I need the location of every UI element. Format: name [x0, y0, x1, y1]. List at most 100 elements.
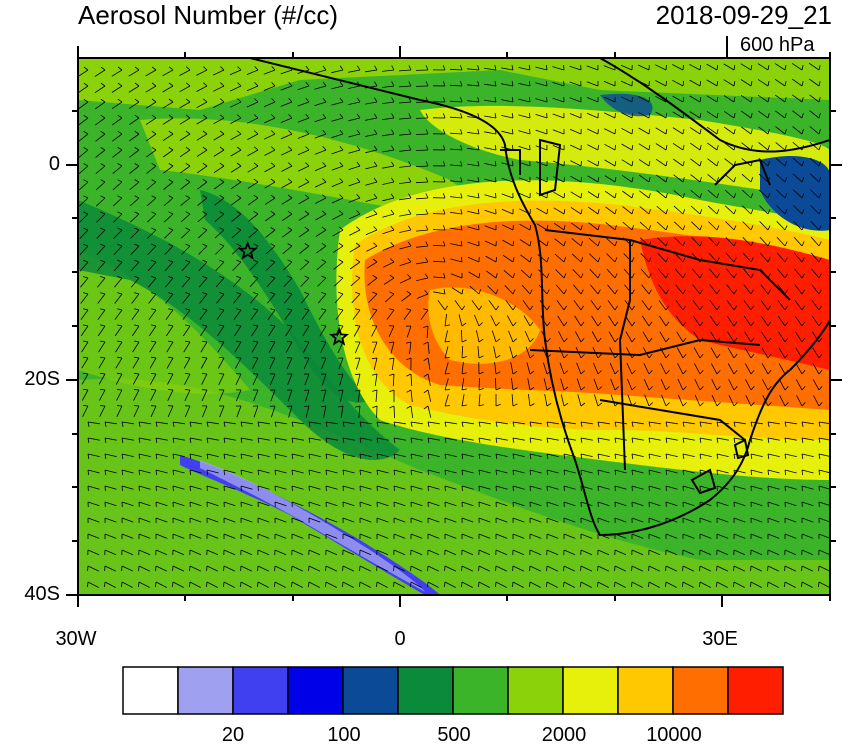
wind-barb-flag — [733, 369, 738, 375]
wind-barb-flag — [546, 354, 551, 359]
wind-barb-flag — [373, 177, 378, 183]
wind-barb — [728, 394, 735, 407]
wind-barb-flag — [699, 241, 703, 247]
wind-barb-flag — [665, 402, 670, 407]
wind-barb-flag — [648, 225, 652, 231]
wind-barb-flag — [237, 98, 242, 103]
wind-barb — [308, 517, 321, 523]
wind-barb — [501, 115, 514, 119]
wind-barb-flag — [223, 469, 225, 476]
wind-barb — [215, 245, 225, 255]
wind-barb-flag — [512, 453, 515, 459]
wind-barb-flag — [682, 177, 685, 183]
wind-barb-flag — [767, 113, 770, 119]
wind-barb-flag — [100, 147, 106, 151]
wind-barb — [775, 142, 786, 151]
level-tick — [726, 36, 728, 58]
wind-barb — [750, 437, 763, 441]
wind-barb-flag — [206, 421, 209, 427]
lon-label-0: 0 — [394, 628, 406, 650]
wind-barb-flag — [784, 145, 787, 151]
wind-barb — [665, 421, 678, 425]
wind-barb — [461, 362, 464, 375]
lat-label-0: 0 — [48, 153, 60, 175]
wind-barb-flag — [495, 354, 501, 359]
wind-barb-flag — [338, 275, 344, 279]
wind-barb — [96, 245, 106, 256]
wind-barb-flag — [477, 193, 480, 199]
wind-barb — [335, 309, 344, 320]
wind-barb-flag — [355, 275, 361, 279]
wind-barb — [467, 195, 480, 199]
wind-barb — [638, 159, 650, 167]
wind-barb — [264, 165, 276, 173]
wind-barb-flag — [100, 131, 106, 135]
wind-barb — [308, 565, 320, 572]
wind-barb — [231, 229, 242, 239]
wind-barb-flag — [271, 130, 276, 135]
wind-barb-flag — [801, 321, 806, 327]
wind-barb — [699, 581, 711, 588]
wind-barb-flag — [733, 81, 736, 87]
wind-barb — [557, 315, 565, 327]
wind-barb — [484, 115, 497, 119]
wind-barb-flag — [580, 289, 584, 295]
wind-barb — [449, 116, 463, 119]
wind-barb-flag — [201, 356, 208, 359]
wind-barb — [325, 581, 337, 588]
wind-barb — [818, 501, 830, 506]
station-star — [329, 326, 350, 346]
wind-barb — [570, 160, 582, 167]
wind-barb-flag — [801, 437, 804, 443]
wind-barb — [217, 325, 225, 337]
wind-barb — [114, 293, 123, 304]
wind-barb-flag — [665, 386, 670, 391]
wind-barb — [274, 469, 287, 474]
wind-barb — [223, 485, 236, 490]
wind-barb — [247, 197, 259, 206]
wind-barb — [744, 331, 752, 343]
wind-barb — [146, 197, 157, 207]
wind-barb-flag — [494, 113, 497, 119]
wind-barb — [181, 229, 191, 239]
wind-barb — [166, 357, 174, 369]
wind-barb — [639, 190, 650, 199]
wind-barb — [274, 453, 287, 457]
wind-barb — [300, 293, 310, 304]
wind-barb-flag — [134, 98, 140, 103]
wind-barb-flag — [818, 161, 822, 167]
wind-barb-flag — [374, 81, 378, 87]
wind-barb-flag — [252, 357, 259, 359]
wind-barb — [656, 190, 667, 199]
wind-barb-flag — [321, 291, 327, 295]
wind-barb — [665, 469, 678, 474]
wind-barb — [114, 309, 123, 320]
wind-barb-flag — [597, 354, 602, 359]
wind-barb-flag — [121, 469, 123, 476]
wind-barb — [724, 173, 735, 183]
wind-barb — [699, 453, 712, 457]
wind-barb-flag — [342, 437, 345, 443]
wind-barb — [303, 357, 310, 370]
wind-barb — [484, 83, 497, 87]
wind-barb — [78, 133, 89, 142]
wind-barb — [214, 197, 225, 206]
wind-barb — [410, 421, 423, 425]
wind-barb-flag — [372, 258, 378, 263]
wind-barb — [495, 453, 508, 457]
wind-barb-flag — [784, 453, 787, 459]
wind-barb — [138, 421, 151, 425]
wind-barb — [206, 469, 219, 474]
wind-barb — [792, 94, 803, 103]
wind-barb — [427, 373, 431, 386]
wind-barb — [223, 581, 235, 588]
wind-barb — [197, 197, 208, 206]
wind-barb — [340, 389, 344, 402]
wind-barb-flag — [425, 129, 429, 135]
wind-barb — [314, 85, 327, 90]
wind-barb — [121, 453, 134, 457]
wind-barb — [485, 255, 497, 263]
wind-barb — [699, 533, 712, 539]
wind-barb-flag — [134, 340, 140, 343]
wind-barb — [399, 165, 412, 168]
